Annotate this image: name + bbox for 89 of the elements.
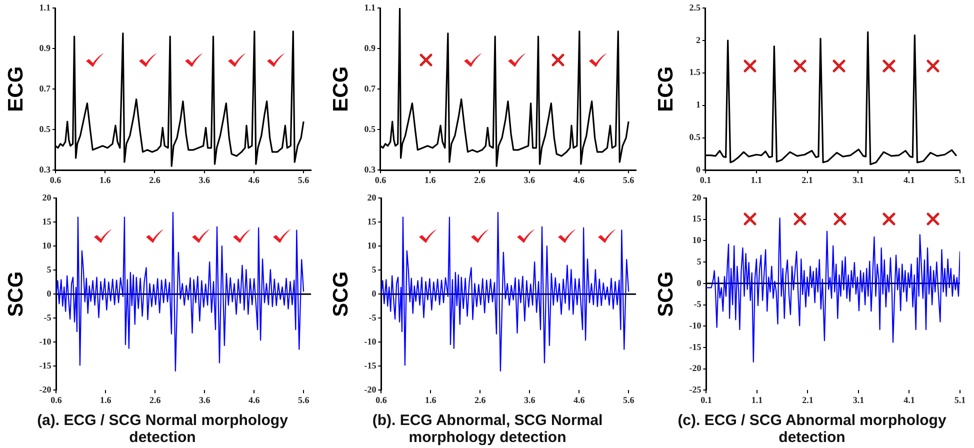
x-tick-label: 4.1	[903, 174, 916, 185]
y-tick-label: -10	[689, 320, 702, 330]
y-tick-label: 1.5	[689, 67, 701, 78]
y-tick-label: 0.7	[39, 83, 51, 94]
y-tick-label: 20	[42, 192, 52, 202]
y-tick-label: 1.1	[39, 2, 51, 12]
text: (b). ECG Abnormal, SCG Normal morphology detection	[371, 412, 604, 446]
x-tick-label: 5.6	[298, 394, 310, 405]
y-axis-title: ECG	[654, 66, 678, 112]
y-tick-label: -20	[689, 363, 702, 374]
y-axis-title: ECG	[329, 66, 352, 112]
x-tick-label: 4.6	[573, 174, 586, 185]
y-tick-label: 0.7	[364, 83, 376, 94]
y-tick-label: -25	[689, 384, 702, 395]
x-tick-label: 3.1	[852, 174, 864, 185]
x-tick-label: 0.1	[700, 174, 712, 185]
x-tick-label: 4.1	[904, 394, 916, 405]
y-tick-label: 0.9	[39, 42, 51, 53]
y-tick-label: 0.9	[364, 42, 376, 53]
y-tick-label: 5	[46, 264, 52, 274]
y-tick-label: 10	[692, 235, 702, 246]
x-tick-label: 1.1	[751, 394, 764, 405]
x-tick-label: 1.1	[750, 174, 762, 185]
x-tick-label: 4.6	[573, 394, 586, 405]
x-tick-label: 5.6	[298, 174, 310, 185]
x-tick-label: 2.6	[474, 174, 486, 185]
y-tick-label: -20	[39, 384, 52, 395]
y-tick-label: 0	[696, 278, 702, 288]
x-tick-label: 0.6	[50, 174, 62, 185]
y-tick-label: 2.5	[689, 2, 701, 12]
y-tick-label: -10	[364, 336, 377, 346]
y-tick-label: -15	[364, 360, 377, 371]
x-tick-label: 2.6	[474, 394, 486, 405]
y-tick-label: -10	[39, 336, 52, 346]
x-tick-label: 4.6	[248, 174, 260, 185]
y-axis-title: ECG	[4, 66, 28, 112]
y-tick-label: 0	[46, 288, 52, 298]
text: (c). ECG / SCG Abnormal morphology detection	[676, 412, 948, 446]
y-tick-label: 20	[367, 192, 377, 202]
x-tick-label: 5.6	[622, 394, 635, 405]
x-tick-label: 1.6	[100, 394, 112, 405]
y-tick-label: -5	[368, 312, 377, 322]
y-tick-label: -5	[694, 299, 702, 310]
y-tick-label: 0.5	[689, 132, 701, 142]
x-tick-label: 2.6	[150, 394, 162, 405]
y-tick-label: -5	[44, 312, 52, 322]
y-tick-label: 0.5	[39, 124, 51, 134]
y-tick-label: -20	[364, 384, 377, 395]
y-tick-label: -15	[39, 360, 52, 371]
y-tick-label: 15	[692, 214, 702, 224]
text: (a). ECG / SCG Normal morphology detection	[36, 412, 289, 446]
y-tick-label: 0	[696, 164, 701, 175]
y-tick-label: 15	[42, 216, 52, 226]
y-axis-title: SCG	[4, 271, 28, 317]
y-tick-label: 1	[696, 100, 701, 110]
x-tick-label: 2.1	[802, 174, 814, 185]
x-tick-label: 0.6	[374, 174, 387, 185]
x-tick-label: 3.6	[199, 394, 211, 405]
y-tick-label: 5	[372, 264, 377, 274]
x-tick-label: 3.6	[524, 394, 536, 405]
x-tick-label: 5.1	[954, 174, 966, 185]
x-tick-label: 2.6	[149, 174, 161, 185]
y-axis-title: SCG	[329, 271, 352, 317]
y-tick-label: 2	[696, 34, 701, 45]
y-tick-label: 0	[372, 288, 377, 298]
x-tick-label: 0.6	[50, 394, 62, 405]
y-axis-title: SCG	[654, 271, 678, 317]
x-tick-label: 0.6	[376, 394, 388, 405]
y-tick-label: 0.3	[364, 164, 376, 175]
y-tick-label: 0.3	[39, 164, 51, 175]
x-tick-label: 1.6	[425, 394, 437, 405]
x-tick-label: 2.1	[802, 394, 814, 405]
x-tick-label: 4.6	[248, 394, 260, 405]
y-tick-label: 10	[42, 240, 52, 250]
x-tick-label: 1.6	[99, 174, 112, 185]
y-tick-label: 15	[367, 216, 377, 226]
y-tick-label: 10	[367, 240, 377, 250]
y-tick-label: -15	[689, 342, 702, 352]
x-tick-label: 5.6	[622, 174, 635, 185]
x-tick-label: 3.1	[852, 394, 865, 405]
x-tick-label: 5.1	[954, 394, 966, 405]
y-tick-label: 5	[696, 256, 702, 266]
y-tick-label: 1.1	[364, 2, 376, 12]
x-tick-label: 0.1	[700, 394, 712, 405]
y-tick-label: 20	[692, 192, 702, 202]
x-tick-label: 1.6	[424, 174, 436, 185]
x-tick-label: 3.6	[524, 174, 536, 185]
y-tick-label: 0.5	[364, 124, 376, 134]
x-tick-label: 3.6	[198, 174, 210, 185]
